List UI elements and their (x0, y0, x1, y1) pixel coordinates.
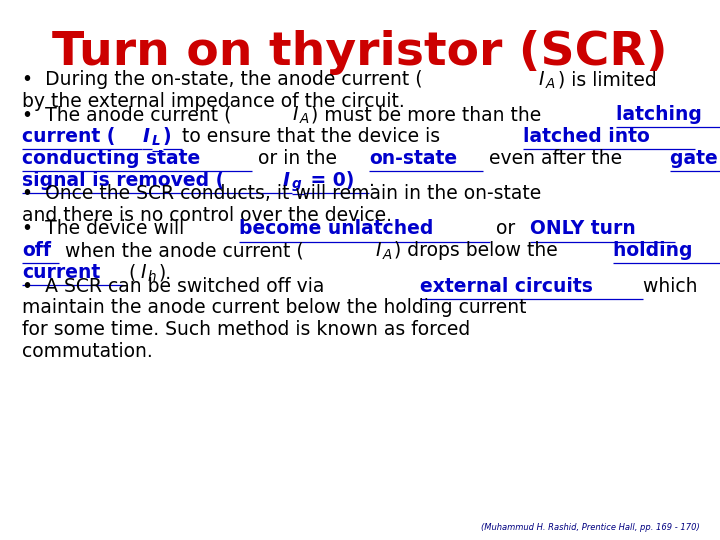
Text: •  During the on-state, the anode current (: • During the on-state, the anode current… (22, 70, 423, 89)
Text: •  A SCR can be switched off via: • A SCR can be switched off via (22, 276, 330, 295)
Text: when the anode current (: when the anode current ( (60, 241, 304, 260)
Text: holding: holding (613, 241, 699, 260)
Text: current (: current ( (22, 127, 115, 146)
Text: (: ( (123, 263, 136, 282)
Text: = 0): = 0) (305, 171, 355, 190)
Text: I: I (292, 105, 298, 124)
Text: I: I (143, 127, 150, 146)
Text: or in the: or in the (252, 149, 343, 168)
Text: A: A (546, 77, 555, 91)
Text: gate: gate (670, 149, 720, 168)
Text: ) must be more than the: ) must be more than the (311, 105, 548, 124)
Text: g: g (292, 178, 302, 192)
Text: I: I (375, 241, 381, 260)
Text: .: . (369, 171, 375, 190)
Text: to ensure that the device is: to ensure that the device is (182, 127, 446, 146)
Text: off: off (22, 241, 51, 260)
Text: ): ) (163, 127, 178, 146)
Text: external circuits: external circuits (420, 276, 593, 295)
Text: h: h (148, 270, 156, 284)
Text: •  Once the SCR conducts, it will remain in the on-state: • Once the SCR conducts, it will remain … (22, 184, 547, 203)
Text: ) is limited: ) is limited (558, 70, 662, 89)
Text: signal is removed (: signal is removed ( (22, 171, 224, 190)
Text: by the external impedance of the circuit.: by the external impedance of the circuit… (22, 92, 405, 111)
Text: maintain the anode current below the holding current: maintain the anode current below the hol… (22, 299, 533, 318)
Text: on-state: on-state (369, 149, 457, 168)
Text: I: I (283, 171, 290, 190)
Text: Turn on thyristor (SCR): Turn on thyristor (SCR) (53, 30, 667, 75)
Text: A: A (382, 248, 392, 262)
Text: become unlatched: become unlatched (239, 219, 433, 239)
Text: I: I (140, 263, 145, 282)
Text: and there is no control over the device.: and there is no control over the device. (22, 206, 392, 225)
Text: ).: ). (158, 263, 171, 282)
Text: •  The device will: • The device will (22, 219, 190, 239)
Text: conducting state: conducting state (22, 149, 200, 168)
Text: latched into: latched into (523, 127, 656, 146)
Text: ) drops below the: ) drops below the (395, 241, 564, 260)
Text: I: I (539, 70, 544, 89)
Text: ONLY turn: ONLY turn (530, 219, 642, 239)
Text: L: L (151, 134, 160, 148)
Text: for some time. Such method is known as forced: for some time. Such method is known as f… (22, 320, 476, 339)
Text: •  The anode current (: • The anode current ( (22, 105, 232, 124)
Text: A: A (300, 112, 309, 126)
Text: or: or (490, 219, 521, 239)
Text: (Muhammud H. Rashid, Prentice Hall, pp. 169 - 170): (Muhammud H. Rashid, Prentice Hall, pp. … (481, 523, 700, 532)
Text: which: which (643, 276, 703, 295)
Text: current: current (22, 263, 100, 282)
Text: latching: latching (616, 105, 708, 124)
Text: even after the: even after the (483, 149, 629, 168)
Text: commutation.: commutation. (22, 342, 153, 361)
